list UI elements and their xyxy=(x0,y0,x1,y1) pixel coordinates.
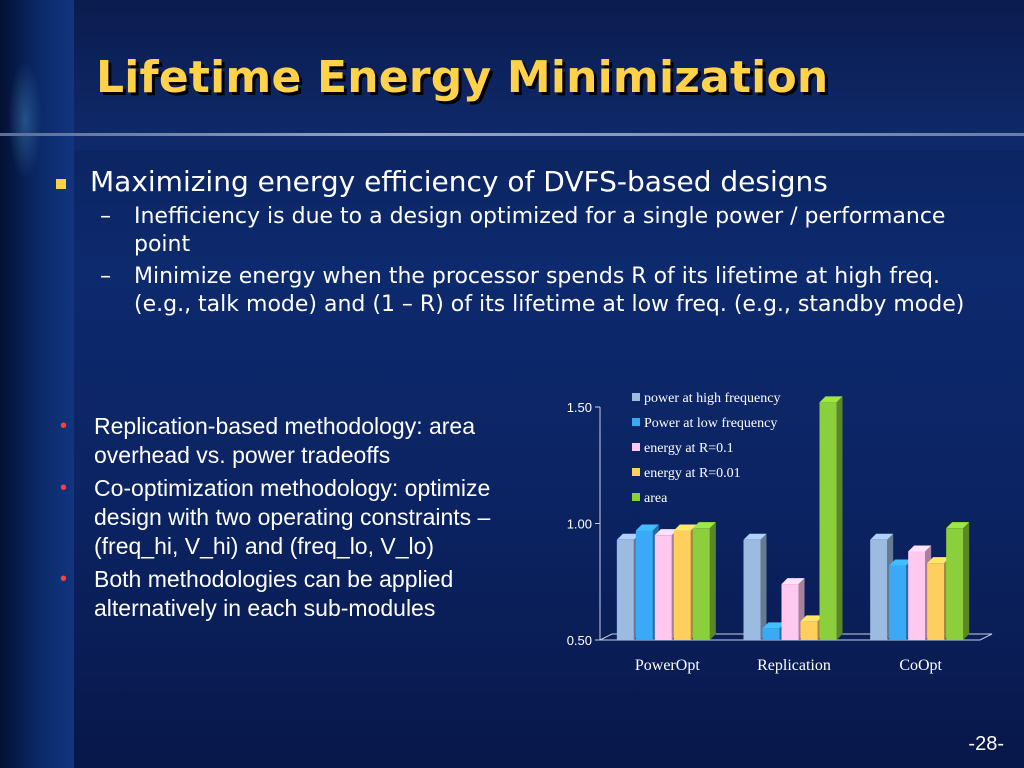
legend-label: energy at R=0.01 xyxy=(644,466,741,481)
bar xyxy=(946,528,964,640)
bar-side xyxy=(836,396,843,640)
bar xyxy=(743,539,761,640)
y-tick-label: 0.50 xyxy=(567,633,592,648)
bar-side xyxy=(709,522,716,640)
list-item: • Replication-based methodology: area ov… xyxy=(60,412,540,470)
list-item: • Both methodologies can be applied alte… xyxy=(60,565,540,623)
sub-bullet: – Minimize energy when the processor spe… xyxy=(100,263,1000,319)
bar-side xyxy=(963,522,970,640)
bar xyxy=(927,563,945,640)
legend-swatch xyxy=(632,443,640,451)
main-bullet: Maximizing energy efficiency of DVFS-bas… xyxy=(50,165,1000,199)
bar xyxy=(870,539,888,640)
page-number: -28- xyxy=(968,733,1004,755)
bar-top xyxy=(800,615,824,622)
x-tick-label: CoOpt xyxy=(899,657,942,674)
bar xyxy=(800,621,818,640)
chart-floor xyxy=(599,633,993,641)
sub-bullet: – Inefficiency is due to a design optimi… xyxy=(100,203,1000,259)
list-item-text: Replication-based methodology: area over… xyxy=(94,413,476,468)
bar xyxy=(908,551,926,640)
dash-bullet: – xyxy=(100,264,111,289)
bar-top xyxy=(762,622,786,629)
y-tick-label: 1.50 xyxy=(567,400,592,415)
energy-bar-chart: 0.50 1.00 1.50 PowerOpt Replication CoOpt powe… xyxy=(540,385,1010,685)
main-bullet-text: Maximizing energy efficiency of DVFS-bas… xyxy=(90,165,828,198)
legend-label: Power at low frequency xyxy=(644,416,777,431)
bar-top xyxy=(819,396,843,403)
bar-top xyxy=(870,533,894,540)
red-dot-bullet: • xyxy=(60,415,68,437)
title-band xyxy=(74,0,1024,150)
bar xyxy=(781,584,799,640)
bar-top xyxy=(889,559,913,566)
x-tick-label: PowerOpt xyxy=(635,657,700,674)
sub-bullet-text: Inefficiency is due to a design optimize… xyxy=(134,204,946,257)
bar xyxy=(654,535,672,640)
bar xyxy=(673,530,691,640)
bar-top xyxy=(946,522,970,529)
red-dot-bullet: • xyxy=(60,568,68,590)
chart-svg: 0.50 1.00 1.50 PowerOpt Replication CoOpt powe… xyxy=(567,391,993,674)
legend-label: power at high frequency xyxy=(644,391,780,406)
square-bullet-icon xyxy=(56,179,66,189)
y-tick-label: 1.00 xyxy=(567,517,592,532)
bar-top xyxy=(927,557,951,564)
red-dot-bullet: • xyxy=(60,477,68,499)
bar xyxy=(635,530,653,640)
title-divider xyxy=(0,133,1024,136)
bar-top xyxy=(692,522,716,529)
legend-swatch xyxy=(632,493,640,501)
list-item-text: Both methodologies can be applied altern… xyxy=(94,566,454,621)
list-item: • Co-optimization methodology: optimize … xyxy=(60,474,540,561)
x-tick-label: Replication xyxy=(757,657,831,674)
dash-bullet: – xyxy=(100,204,111,229)
main-bullets: Maximizing energy efficiency of DVFS-bas… xyxy=(50,165,1000,319)
legend-swatch xyxy=(632,468,640,476)
legend-swatch xyxy=(632,393,640,401)
left-decor-strip xyxy=(0,0,74,768)
bar xyxy=(819,402,837,640)
bar-top xyxy=(654,529,678,536)
bar xyxy=(616,539,634,640)
methodology-bullets: • Replication-based methodology: area ov… xyxy=(60,412,540,627)
bar xyxy=(692,528,710,640)
bar-side xyxy=(760,533,767,640)
bar-top xyxy=(908,545,932,552)
bar-top xyxy=(673,524,697,531)
bar-top xyxy=(616,533,640,540)
legend-label: area xyxy=(644,491,668,506)
legend-label: energy at R=0.1 xyxy=(644,441,734,456)
list-item-text: Co-optimization methodology: optimize de… xyxy=(94,475,491,559)
bar-top xyxy=(743,533,767,540)
legend-swatch xyxy=(632,418,640,426)
bar-top xyxy=(635,524,659,531)
bar xyxy=(762,628,780,640)
bar xyxy=(889,565,907,640)
bar-top xyxy=(781,578,805,585)
slide-title: Lifetime Energy Minimization xyxy=(96,52,829,103)
sub-bullet-text: Minimize energy when the processor spend… xyxy=(134,264,965,317)
